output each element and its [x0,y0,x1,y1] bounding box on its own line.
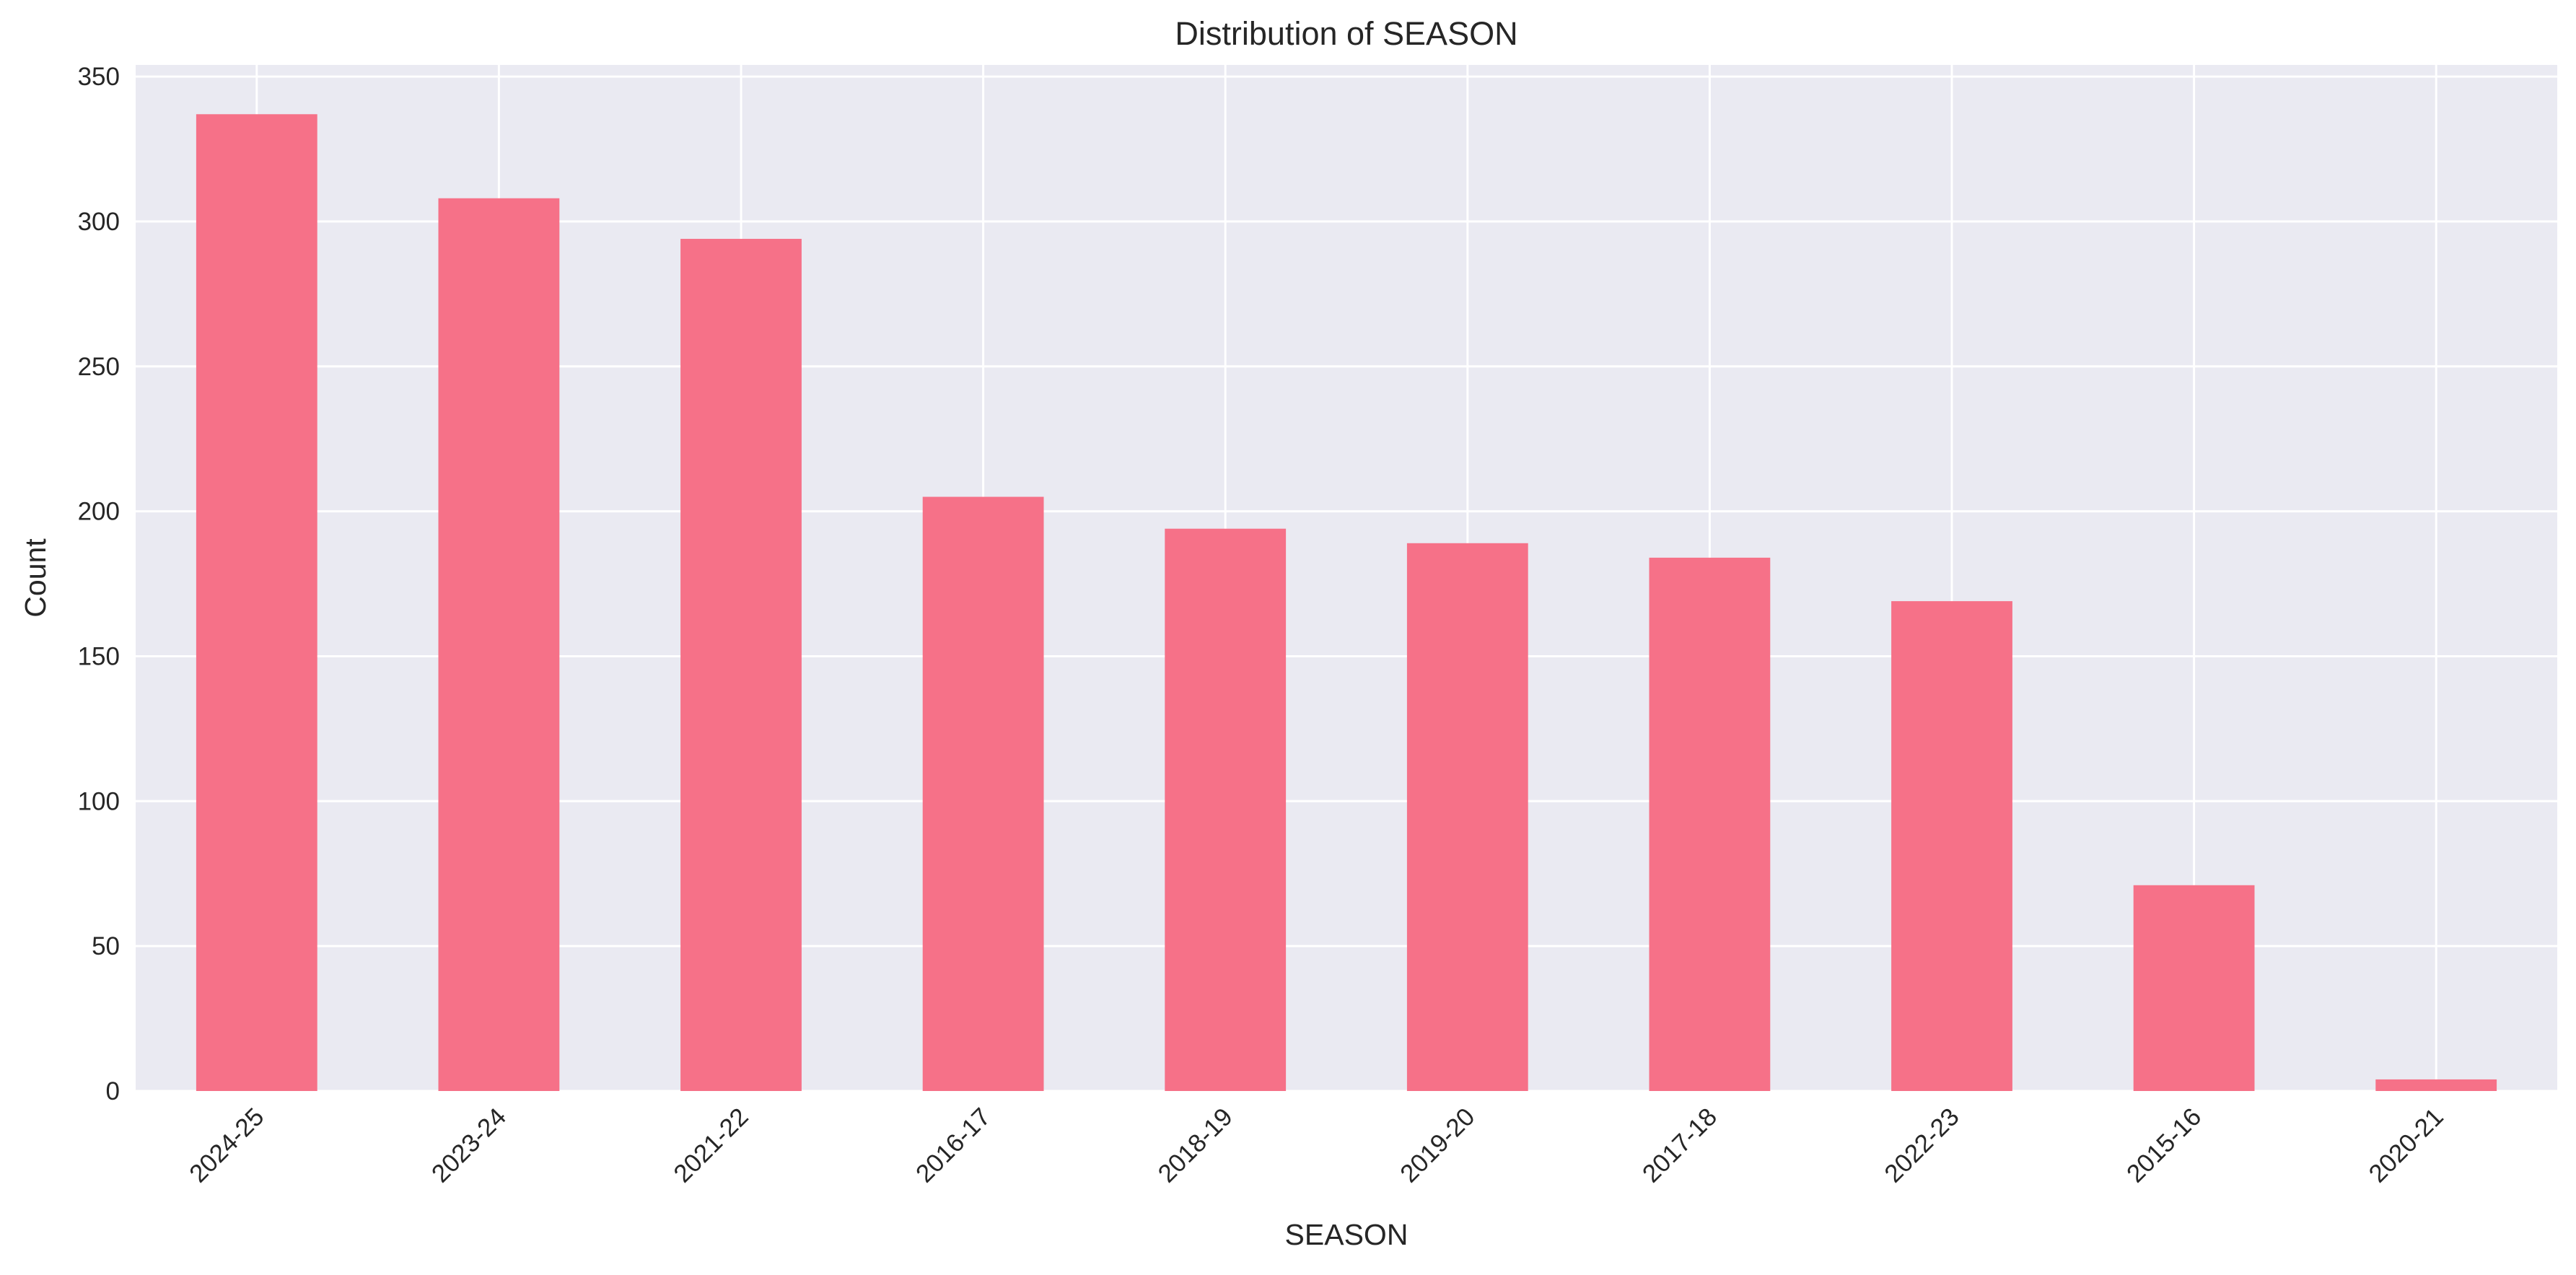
bar-2024-25 [196,114,317,1092]
y-tick-label: 250 [78,353,120,381]
x-tick-label: 2024-25 [184,1103,269,1188]
bar-2016-17 [922,496,1044,1091]
bar-2023-24 [438,198,560,1091]
y-tick-label: 50 [92,932,120,960]
y-tick-label: 150 [78,642,120,670]
x-tick-label: 2015-16 [2121,1103,2207,1188]
y-axis-label: Count [19,538,52,618]
x-tick-label: 2022-23 [1879,1103,1964,1188]
bar-2017-18 [1649,557,1771,1091]
x-tick-label: 2016-17 [911,1103,996,1188]
bar-2018-19 [1165,528,1287,1091]
bar-2022-23 [1891,601,2012,1091]
x-tick-label: 2017-18 [1637,1103,1722,1188]
y-axis-ticks: 0 50 100 150 200 250 300 350 [78,63,120,1105]
y-tick-label: 200 [78,498,120,526]
x-tick-label: 2023-24 [426,1103,512,1188]
x-tick-label: 2018-19 [1152,1103,1237,1188]
x-tick-label: 2020-21 [2363,1103,2448,1188]
y-tick-label: 350 [78,63,120,91]
bar-2019-20 [1406,543,1528,1091]
x-axis-ticks: 2024-25 2023-24 2021-22 2016-17 2018-19 2019-… [184,1103,2449,1188]
bar-2021-22 [680,239,802,1091]
y-tick-label: 100 [78,787,120,815]
y-tick-label: 300 [78,208,120,236]
x-tick-label: 2021-22 [668,1103,753,1188]
bar-2015-16 [2133,885,2255,1091]
bar-2020-21 [2375,1079,2497,1091]
x-axis-label: SEASON [1285,1218,1409,1251]
bars [196,114,2497,1092]
x-tick-label: 2019-20 [1395,1103,1480,1188]
chart-title: Distribution of SEASON [1175,15,1517,52]
y-tick-label: 0 [106,1077,120,1105]
